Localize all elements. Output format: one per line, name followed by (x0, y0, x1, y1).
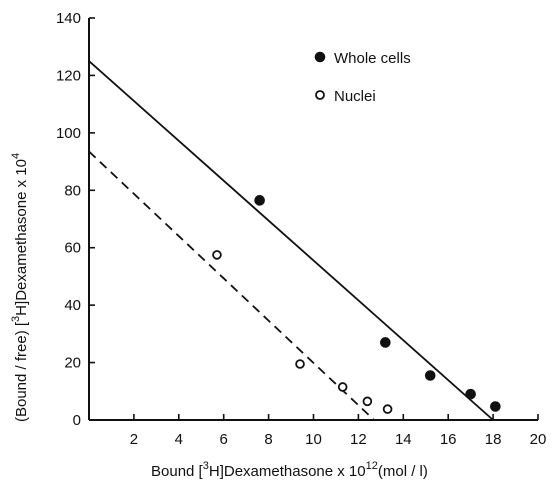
x-tick-label: 10 (305, 431, 322, 448)
x-tick-label: 12 (350, 431, 367, 448)
x-tick-label: 8 (264, 431, 272, 448)
y-tick-label: 80 (64, 182, 81, 199)
y-tick-label: 120 (56, 67, 81, 84)
data-point-nuclei (212, 250, 222, 260)
fit-line-nuclei (88, 150, 375, 421)
fit-line-whole-cells (88, 60, 494, 421)
x-tick-label: 20 (530, 431, 547, 448)
y-tick-label: 60 (64, 240, 81, 257)
fit-lines (88, 60, 494, 421)
y-tick-label: 40 (64, 297, 81, 314)
data-points (212, 195, 501, 414)
legend-label-whole-cells: Whole cells (334, 50, 411, 67)
legend-marker-whole-cells (314, 51, 326, 63)
x-tick-label: 4 (175, 431, 183, 448)
y-tick-label: 0 (73, 412, 81, 429)
x-tick-label: 14 (395, 431, 412, 448)
data-point-nuclei (362, 396, 373, 407)
x-tick-label: 16 (440, 431, 457, 448)
y-tick-label: 100 (56, 125, 81, 142)
legend-label-nuclei: Nuclei (334, 88, 376, 105)
data-point-whole-cells (254, 195, 265, 206)
legend-marker-nuclei (315, 90, 325, 100)
data-point-whole-cells (424, 370, 436, 381)
data-point-nuclei (337, 382, 348, 392)
x-tick-label: 6 (220, 431, 228, 448)
x-axis-title: Bound [3H]Dexamethasone x 1012(mol / l) (151, 460, 428, 480)
data-point-nuclei (382, 404, 393, 414)
axes: 2 4 6 8 10 12 14 16 18 20 0 20 40 60 80 100 120 140 (56, 10, 546, 448)
y-tick-label: 140 (56, 10, 81, 27)
data-point-whole-cells (490, 401, 501, 412)
data-point-nuclei (295, 359, 305, 369)
x-tick-label: 2 (130, 431, 138, 448)
y-axis-title: (Bound / free) [3H]Dexamethasone x 104 (10, 153, 30, 422)
data-point-whole-cells (380, 337, 391, 348)
x-tick-label: 18 (485, 431, 502, 448)
y-tick-label: 20 (64, 355, 81, 372)
data-point-whole-cells (465, 388, 476, 400)
legend: Whole cells Nuclei (314, 50, 411, 105)
